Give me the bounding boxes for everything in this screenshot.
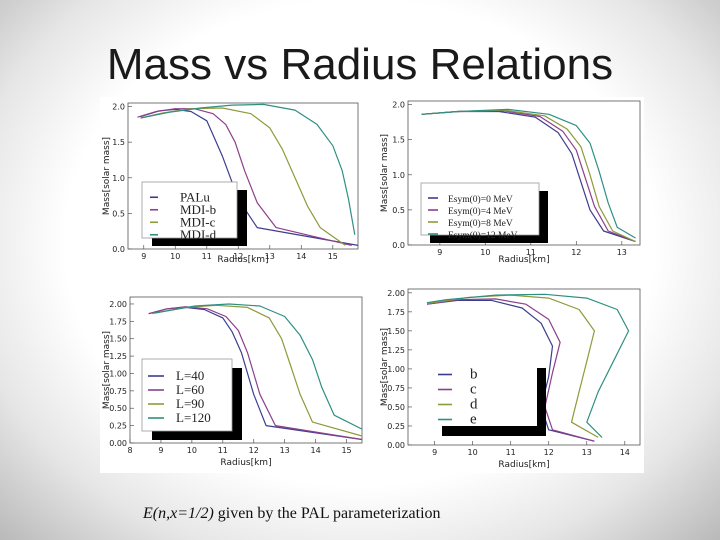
x-tick-label: 11 xyxy=(202,252,212,261)
legend-label: L=120 xyxy=(176,410,211,425)
x-tick-label: 15 xyxy=(328,252,338,261)
x-axis-label: Radius[km] xyxy=(498,255,549,264)
x-tick-label: 13 xyxy=(280,446,290,455)
caption-text: given by the PAL parameterization xyxy=(213,505,441,522)
chart-slope-l: 8 9 10 11 12 13 14 15 0.00 0.25 0.50 0.75 1.00 1.25 1.… xyxy=(100,283,366,473)
series-line-l-60 xyxy=(148,306,363,441)
chart-palu-mdi: 9 10 11 12 13 14 15 0.0 0.5 1.0 1.5 2.0 Radius[km] Ma… xyxy=(100,97,366,264)
y-tick-label: 0.25 xyxy=(387,422,405,431)
y-tick-label: 1.00 xyxy=(387,365,405,374)
series-line-e xyxy=(426,293,630,438)
y-tick-label: 0.50 xyxy=(387,403,405,412)
legend-label: L=40 xyxy=(176,368,204,383)
legend-label: L=60 xyxy=(176,382,204,397)
y-tick-label: 2.00 xyxy=(387,289,405,298)
y-tick-label: 0.00 xyxy=(109,439,127,448)
y-tick-label: 0.0 xyxy=(112,245,125,254)
x-tick-label: 12 xyxy=(544,448,554,457)
x-tick-label: 15 xyxy=(341,446,351,455)
y-axis-label: Mass[solar mass] xyxy=(102,331,112,409)
y-tick-label: 2.0 xyxy=(392,101,405,110)
x-axis-label: Radius[km] xyxy=(220,458,271,468)
caption: E(n,x=1/2) given by the PAL parameteriza… xyxy=(143,503,443,525)
x-tick-label: 8 xyxy=(127,446,132,455)
x-tick-label: 11 xyxy=(218,446,228,455)
legend-label: c xyxy=(470,382,477,398)
chart-esym: 9 10 11 12 13 0.0 0.5 1.0 1.5 2.0 Radius[km] Mass[s… xyxy=(378,97,644,264)
series-line-esym-0-12-mev xyxy=(421,108,636,239)
x-tick-label: 13 xyxy=(617,248,627,257)
x-tick-label: 12 xyxy=(249,446,259,455)
y-tick-label: 2.00 xyxy=(109,300,127,309)
x-tick-label: 13 xyxy=(582,448,592,457)
slide-title: Mass vs Radius Relations xyxy=(106,40,614,89)
x-axis-label: Radius[km] xyxy=(498,460,549,470)
y-tick-label: 0.25 xyxy=(109,422,127,431)
legend-label: e xyxy=(470,412,477,428)
plot-frame xyxy=(407,288,641,446)
y-tick-label: 1.75 xyxy=(387,308,405,317)
y-tick-label: 1.0 xyxy=(392,171,405,180)
series-line-c xyxy=(426,298,595,442)
x-tick-label: 10 xyxy=(468,448,478,457)
x-tick-label: 10 xyxy=(170,252,180,261)
legend-label: MDI-b xyxy=(180,202,216,217)
y-tick-label: 0.5 xyxy=(112,209,125,218)
y-tick-label: 1.5 xyxy=(392,136,405,145)
x-tick-label: 9 xyxy=(432,448,437,457)
legend-label: MDI-c xyxy=(180,214,216,229)
y-tick-label: 1.25 xyxy=(387,346,405,355)
x-tick-label: 11 xyxy=(526,248,536,257)
series-line-mdi-d xyxy=(140,103,356,235)
series-line-l-120 xyxy=(154,303,363,430)
x-tick-label: 14 xyxy=(620,448,630,457)
x-tick-label: 14 xyxy=(296,252,306,261)
x-tick-label: 12 xyxy=(233,252,243,261)
legend-label: b xyxy=(470,367,478,383)
y-tick-label: 1.50 xyxy=(109,335,127,344)
y-tick-label: 1.75 xyxy=(109,317,127,326)
chart-bcde: 9 10 11 12 13 14 0.00 0.25 0.50 0.75 1.00 1.25 1.50 1… xyxy=(378,283,644,473)
y-tick-label: 0.5 xyxy=(392,206,405,215)
plot-frame xyxy=(127,102,359,250)
legend-label: Esym(0)=0 MeV xyxy=(448,194,513,205)
y-tick-label: 1.50 xyxy=(387,327,405,336)
y-axis-label: Mass[solar mass] xyxy=(102,137,112,215)
x-tick-label: 12 xyxy=(571,248,581,257)
x-tick-label: 9 xyxy=(437,248,442,257)
y-tick-label: 0.00 xyxy=(387,441,405,450)
legend-label: Esym(0)=12 MeV xyxy=(448,230,518,241)
y-axis-label: Mass[solar mass] xyxy=(380,328,390,406)
y-tick-label: 0.75 xyxy=(387,384,405,393)
legend-label: PALu xyxy=(180,189,210,204)
x-tick-label: 14 xyxy=(311,446,321,455)
legend-label: d xyxy=(470,397,478,413)
plot-frame xyxy=(407,100,641,246)
y-tick-label: 2.0 xyxy=(112,103,125,112)
x-tick-label: 10 xyxy=(480,248,490,257)
y-axis-label: Mass[solar mass] xyxy=(380,134,390,212)
y-tick-label: 1.00 xyxy=(109,369,127,378)
x-tick-label: 10 xyxy=(187,446,197,455)
y-tick-label: 0.0 xyxy=(392,241,405,250)
y-tick-label: 1.5 xyxy=(112,138,125,147)
plot-frame xyxy=(129,296,363,444)
x-tick-label: 9 xyxy=(141,252,146,261)
caption-math: E(n,x=1/2) xyxy=(143,505,214,522)
x-tick-label: 13 xyxy=(265,252,275,261)
y-tick-label: 1.0 xyxy=(112,174,125,183)
y-tick-label: 0.50 xyxy=(109,404,127,413)
series-line-d xyxy=(426,294,599,438)
x-tick-label: 11 xyxy=(506,448,516,457)
x-tick-label: 9 xyxy=(158,446,163,455)
legend-label: Esym(0)=4 MeV xyxy=(448,206,513,217)
y-tick-label: 0.75 xyxy=(109,387,127,396)
legend-label: Esym(0)=8 MeV xyxy=(448,218,513,229)
x-axis-label: Radius[km] xyxy=(217,255,268,264)
series-line-mdi-b xyxy=(137,108,352,246)
series-line-l-90 xyxy=(151,304,363,437)
y-tick-label: 1.25 xyxy=(109,352,127,361)
legend-label: L=90 xyxy=(176,396,204,411)
legend-label: MDI-d xyxy=(180,227,217,242)
